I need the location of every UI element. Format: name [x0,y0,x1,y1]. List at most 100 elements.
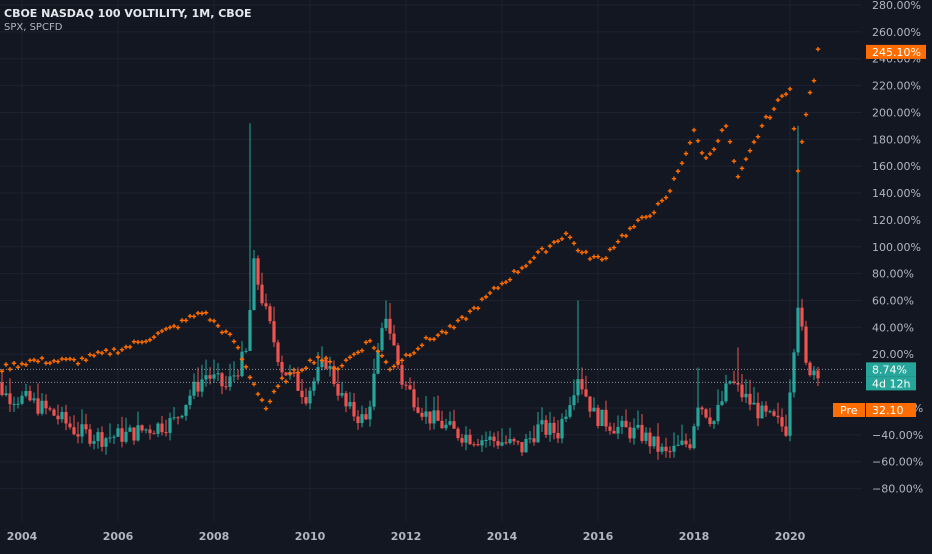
compare-point [732,159,736,163]
y-tick-label: 180.00% [872,133,921,146]
candle-body [276,342,279,362]
candle-body [768,411,771,412]
compare-point [464,317,468,321]
compare-point [152,335,156,339]
candle-body [700,408,703,410]
candle-body [672,446,675,452]
candle-body [616,427,619,434]
candle-body [720,401,723,405]
pre-value-badge: 32.10 [872,404,904,417]
compare-point [44,361,48,365]
compare-point [392,364,396,368]
compare-point [500,281,504,285]
candle-body [152,433,155,434]
compare-point [600,257,604,261]
compare-point [604,256,608,260]
compare-point [668,189,672,193]
compare-point [552,240,556,244]
compare-point [60,357,64,361]
compare-point [372,346,376,350]
candle-body [592,408,595,412]
candle-body [68,423,71,427]
candle-body [392,334,395,346]
compare-point [736,174,740,178]
candle-body [660,447,663,452]
candle-body [260,285,263,304]
x-tick-label: 2014 [487,530,518,543]
y-tick-label: 160.00% [872,160,921,173]
x-tick-label: 2018 [679,530,710,543]
candle-body [460,438,463,443]
compare-point [588,257,592,261]
candle-body [192,382,195,396]
compare-point [704,156,708,160]
compare-point [744,157,748,161]
compare-point [236,345,240,349]
candle-body [468,435,471,444]
candle-body [464,435,467,443]
candle-body [8,393,11,404]
x-tick-label: 2020 [775,530,806,543]
candle-body [272,321,275,342]
compare-point [624,234,628,238]
compare-point [424,336,428,340]
candle-body [608,427,611,431]
candle-body [208,375,211,378]
compare-point [84,358,88,362]
compare-point [504,280,508,284]
candle-body [516,441,519,442]
candle-body [204,375,207,379]
y-tick-label: −60.00% [872,456,923,469]
candle-body [596,408,599,426]
compare-point [700,151,704,155]
candle-body [44,401,47,409]
compare-point [608,247,612,251]
candle-body [728,381,731,383]
candle-body [140,425,143,430]
candle-body [104,438,107,447]
compare-point [804,112,808,116]
compare-point [712,147,716,151]
compare-point [508,277,512,281]
candle-body [360,414,363,423]
candle-body [696,408,699,427]
compare-point [220,330,224,334]
candle-body [188,396,191,405]
compare-point [556,239,560,243]
compare-point [796,169,800,173]
y-tick-label: 60.00% [872,295,914,308]
compare-point [720,128,724,132]
compare-point [144,339,148,343]
candle-body [472,444,475,445]
compare-point [20,362,24,366]
compare-point [88,353,92,357]
compare-point [368,339,372,343]
compare-point [780,94,784,98]
candle-body [552,423,555,433]
y-tick-label: 80.00% [872,268,914,281]
compare-point [548,244,552,248]
compare-point [24,362,28,366]
compare-point [68,357,72,361]
compare-point [256,392,260,396]
compare-point [40,356,44,360]
candle-body [172,417,175,418]
candle-body [52,410,55,416]
compare-point [680,161,684,165]
compare-point [776,98,780,102]
compare-point [208,318,212,322]
compare-point [32,358,36,362]
candle-body [0,383,3,395]
compare-point [652,210,656,214]
pre-label: Pre [840,404,858,417]
candle-body [32,398,35,400]
candle-body [148,429,151,433]
candle-body [264,303,267,306]
candle-body [496,441,499,446]
compare-point [52,359,56,363]
candle-body [556,433,559,438]
candle-body [756,403,759,418]
compare-point [272,389,276,393]
